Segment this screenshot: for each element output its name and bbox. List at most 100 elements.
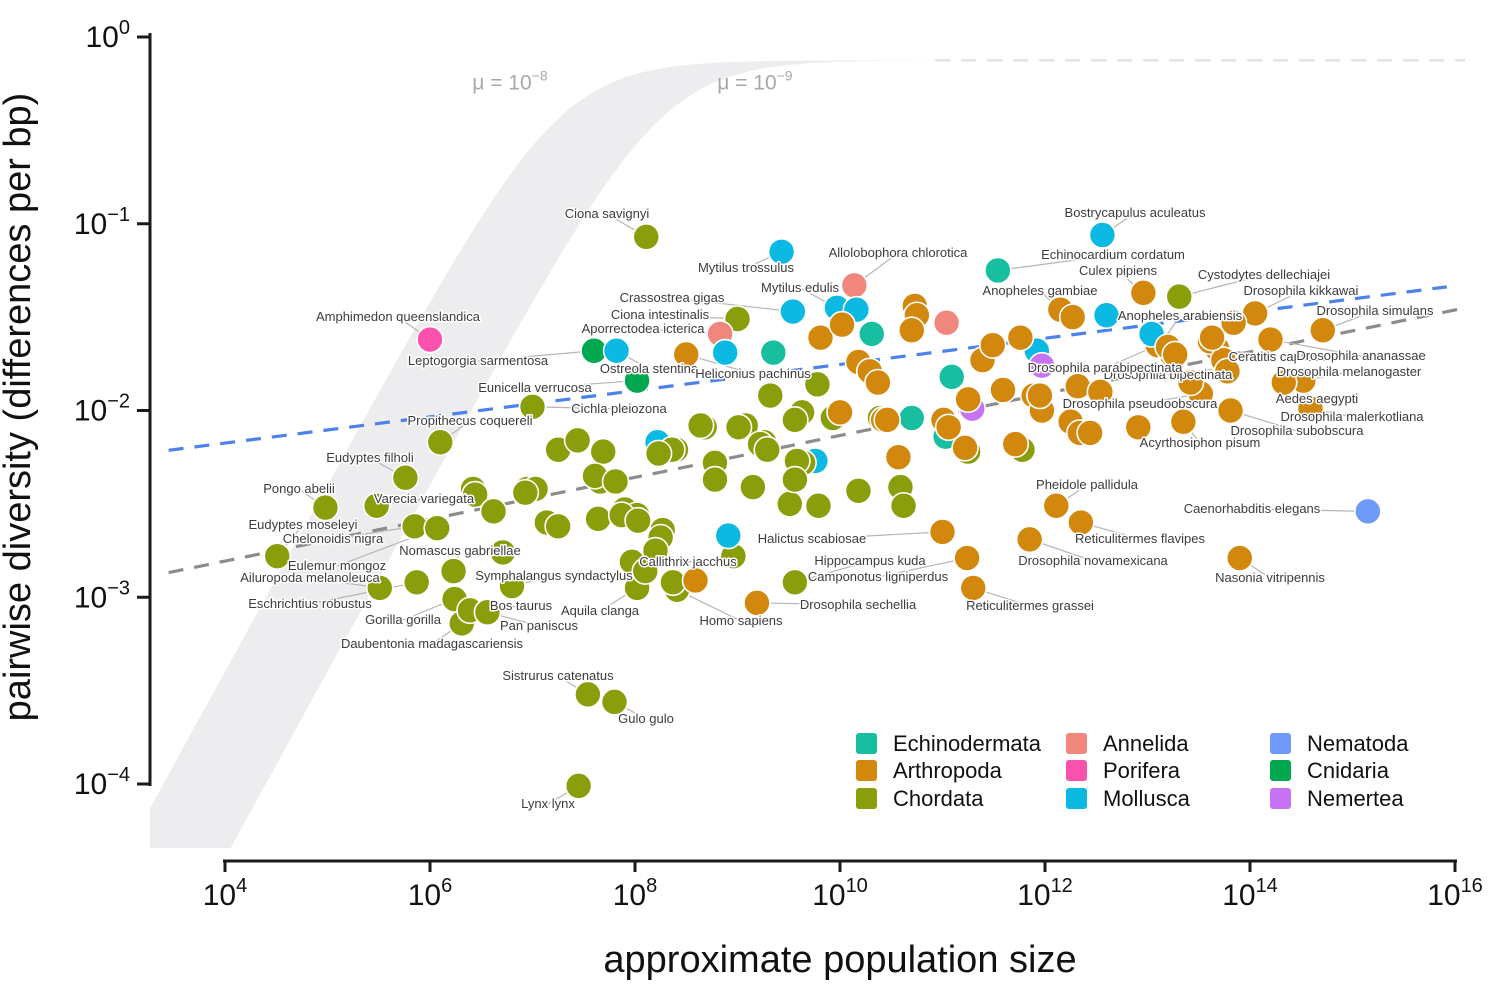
point-label: Eudyptes filholi <box>326 450 414 465</box>
point-label: Reticulitermes flavipes <box>1075 531 1206 546</box>
data-point <box>461 480 489 509</box>
x-tick-label: 108 <box>613 875 658 912</box>
data-point <box>826 398 854 427</box>
leader-line <box>1270 338 1362 357</box>
data-point <box>928 518 957 546</box>
data-point <box>989 376 1017 404</box>
leader-line <box>1251 508 1368 512</box>
data-point <box>1225 544 1254 572</box>
legend-label: Cnidaria <box>1307 758 1390 783</box>
point-label: Hippocampus kuda <box>814 553 926 568</box>
data-point <box>978 331 1007 359</box>
data-point <box>584 505 612 533</box>
legend-item: Arthropoda <box>856 758 1003 783</box>
leader-line <box>532 406 620 410</box>
legend-label: Nematoda <box>1307 731 1409 756</box>
point-label: Lynx lynx <box>521 796 575 811</box>
point-label: Drosophila melanogaster <box>1277 364 1422 379</box>
data-point <box>423 514 451 542</box>
data-point <box>601 467 630 496</box>
point-label: Drosophila malerkotliana <box>1280 409 1424 424</box>
point-label: Nasonia vitripennis <box>1215 570 1325 585</box>
data-point <box>1006 323 1035 352</box>
point-label: Allolobophora chlorotica <box>829 245 969 260</box>
data-point <box>1076 419 1104 447</box>
data-point <box>932 308 961 337</box>
data-point <box>1176 368 1205 397</box>
data-point <box>1165 282 1194 311</box>
data-point <box>753 435 782 464</box>
point-label: Caenorhabditis elegans <box>1184 501 1321 516</box>
data-point <box>623 366 651 395</box>
data-point <box>479 497 508 526</box>
mu-annotations: μ = 10−8 μ = 10−9 <box>472 67 793 94</box>
legend-item: Mollusca <box>1066 786 1191 811</box>
legend-label: Nemertea <box>1307 786 1404 811</box>
data-point <box>402 568 431 597</box>
data-point <box>889 491 918 520</box>
x-tick-label: 104 <box>203 875 248 912</box>
data-point <box>937 363 966 391</box>
legend-swatch <box>1066 760 1087 781</box>
data-point <box>602 336 631 365</box>
data-point <box>884 443 913 471</box>
point-label: Propithecus coquereli <box>407 413 532 428</box>
data-point <box>263 542 292 570</box>
legend-item: Porifera <box>1066 758 1181 783</box>
point-label: Drosophila kikkawai <box>1244 283 1359 298</box>
data-point <box>781 568 809 597</box>
data-point <box>624 506 652 535</box>
x-axis-title: approximate population size <box>603 939 1076 981</box>
data-point <box>644 439 673 468</box>
data-point <box>1296 394 1325 423</box>
data-point <box>672 340 701 369</box>
data-point <box>686 411 715 440</box>
data-point <box>488 538 517 567</box>
y-tick-label: 10−4 <box>74 764 130 801</box>
leader-line <box>1179 274 1265 298</box>
legend-item: Chordata <box>856 786 984 811</box>
point-label: Aedes aegypti <box>1276 391 1359 406</box>
point-label: Drosophila parabipectinata <box>1028 360 1183 375</box>
point-label: Drosophila ananassae <box>1296 348 1425 363</box>
legend-item: Nemertea <box>1270 786 1404 811</box>
data-point <box>840 271 869 300</box>
legend-item: Nematoda <box>1270 731 1409 756</box>
legend-label: Annelida <box>1103 731 1189 756</box>
data-point <box>563 426 592 455</box>
point-label: Mytilus edulis <box>761 280 840 295</box>
data-point <box>959 574 988 602</box>
data-point <box>781 465 809 494</box>
point-label: Heliconius pachinus <box>695 366 811 381</box>
y-tick-label: 10−3 <box>74 577 130 614</box>
data-point <box>416 325 444 354</box>
data-point <box>984 256 1012 285</box>
point-label: Ostreola stentina <box>600 361 699 376</box>
point-label: Echinocardium cordatum <box>1041 247 1185 262</box>
data-point <box>1088 221 1117 249</box>
point-label: Amphimedon queenslandica <box>316 309 481 324</box>
point-label: Reticulitermes grassei <box>966 598 1094 613</box>
point-label: Eulemur mongoz <box>288 558 386 573</box>
point-labels: Ciona savignyi Mytilus trossulus Allolobop… <box>239 204 1436 813</box>
point-label: Camponotus ligniperdus <box>808 569 949 584</box>
data-point <box>873 406 901 434</box>
point-label: Varecia variegata <box>374 491 475 506</box>
point-label: Drosophila sechellia <box>800 597 917 612</box>
data-point <box>681 566 710 595</box>
data-point <box>439 557 468 585</box>
leader-line <box>877 557 968 578</box>
point-label: Drosophila pseudoobscura <box>1063 396 1218 411</box>
point-label: Gulo gulo <box>618 711 674 726</box>
leader-line <box>671 297 793 313</box>
point-label: Pongo abelii <box>263 481 335 496</box>
x-tick-label: 106 <box>408 875 453 912</box>
data-point <box>632 223 661 251</box>
data-point <box>1161 340 1189 369</box>
data-point <box>631 557 660 585</box>
point-label: Cystodytes dellechiajei <box>1198 267 1330 282</box>
y-tick-label: 10−1 <box>74 204 130 241</box>
y-axis-title: pairwise diversity (differences per bp) <box>0 93 39 722</box>
